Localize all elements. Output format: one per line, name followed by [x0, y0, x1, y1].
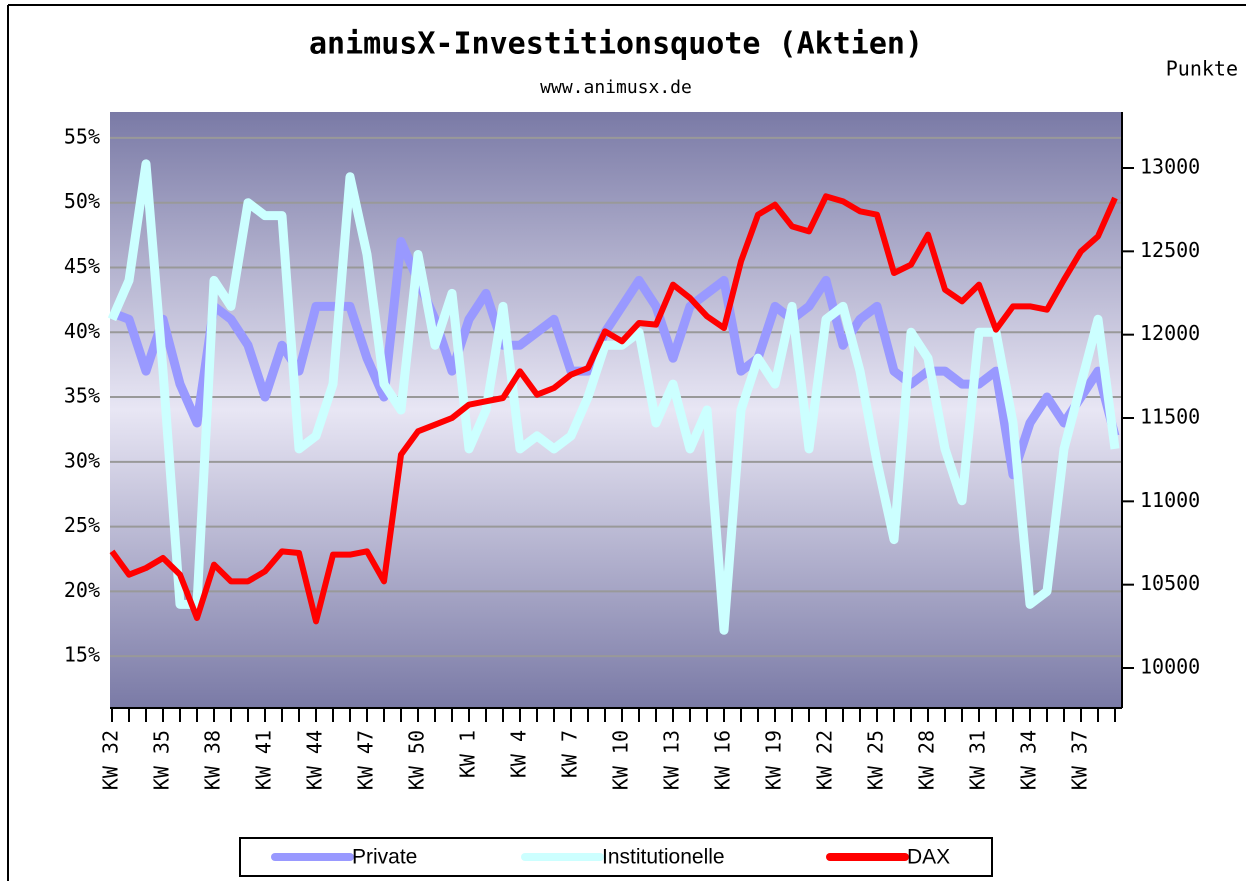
- x-tick-label: KW 38: [201, 730, 225, 790]
- x-tick-label: KW 19: [762, 730, 786, 790]
- x-tick-label: KW 4: [507, 730, 531, 778]
- y-tick-label: 35%: [64, 384, 100, 408]
- x-tick-label: KW 22: [813, 730, 837, 790]
- y2-tick-label: 11000: [1140, 488, 1200, 512]
- x-tick-label: KW 31: [966, 730, 990, 790]
- x-tick-label: KW 35: [150, 730, 174, 790]
- series-line: [110, 237, 1120, 480]
- y-tick-label: 30%: [64, 448, 100, 472]
- x-tick-label: KW 28: [915, 730, 939, 790]
- legend-label: Private: [352, 846, 417, 869]
- x-tick-label: KW 10: [609, 730, 633, 790]
- series-line: [109, 193, 1118, 625]
- x-tick-label: KW 16: [711, 730, 735, 790]
- y-tick-label: 45%: [64, 254, 100, 278]
- y-tick-label: 15%: [64, 643, 100, 667]
- y2-tick-label: 10500: [1140, 571, 1200, 595]
- chart-title: animusX-Investitionsquote (Aktien): [309, 27, 923, 62]
- y2-tick-label: 12500: [1140, 238, 1200, 262]
- x-tick-label: KW 37: [1068, 730, 1092, 790]
- x-tick-label: KW 50: [405, 730, 429, 790]
- legend-label: Institutionelle: [602, 846, 725, 869]
- y-tick-label: 20%: [64, 578, 100, 602]
- x-tick-label: KW 13: [660, 730, 684, 790]
- x-tick-label: KW 7: [558, 730, 582, 778]
- y2-tick-label: 13000: [1140, 155, 1200, 179]
- y2-axis-label: Punkte: [1166, 57, 1238, 81]
- chart-subtitle: www.animusx.de: [540, 77, 692, 98]
- y-tick-label: 55%: [64, 124, 100, 148]
- y2-tick-label: 12000: [1140, 321, 1200, 345]
- y-tick-label: 50%: [64, 189, 100, 213]
- x-tick-label: KW 41: [252, 730, 276, 790]
- x-tick-label: KW 34: [1017, 730, 1041, 790]
- x-tick-label: KW 1: [456, 730, 480, 778]
- x-tick-label: KW 25: [864, 730, 888, 790]
- x-tick-label: KW 32: [99, 730, 123, 790]
- y2-tick-label: 10000: [1140, 655, 1200, 679]
- y2-tick-label: 11500: [1140, 405, 1200, 429]
- legend-label: DAX: [907, 846, 950, 869]
- x-tick-label: KW 47: [354, 730, 378, 790]
- series-line: [107, 159, 1120, 635]
- x-tick-label: KW 44: [303, 730, 327, 790]
- y-tick-label: 25%: [64, 513, 100, 537]
- y-tick-label: 40%: [64, 319, 100, 343]
